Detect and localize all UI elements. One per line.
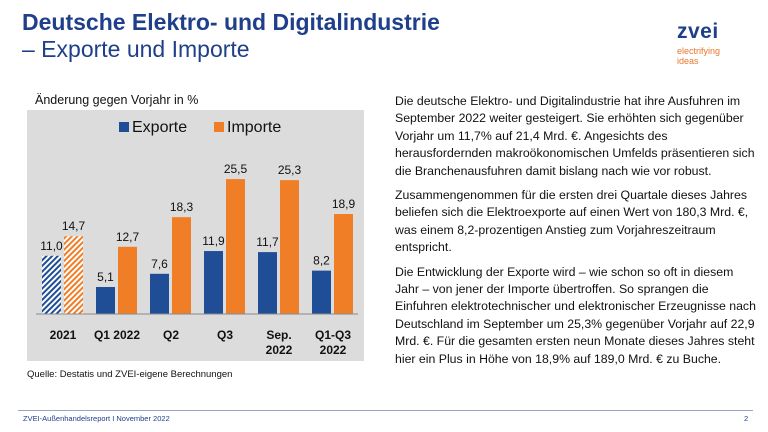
chart-panel: Exporte Importe 11,0 14,7 2021 5,1 12,7 Q1 2022… (27, 110, 364, 361)
paragraph-2: Zusammengenommen für die ersten drei Qua… (395, 188, 749, 255)
bar-exporte (204, 251, 223, 314)
bar-exporte (258, 252, 277, 314)
paragraph-3: Die Entwicklung der Exporte wird – wie s… (395, 264, 756, 366)
page-title: Deutsche Elektro- und Digitalindustrie –… (22, 9, 440, 63)
category-label-line: Q1 2022 (94, 328, 140, 342)
bar-exporte (96, 287, 115, 314)
data-label-exporte: 7,6 (151, 257, 168, 271)
bar-chart: Exporte Importe 11,0 14,7 2021 5,1 12,7 Q1 2022… (36, 119, 358, 357)
category-label-line: Q2 (163, 328, 179, 342)
data-label-exporte: 5,1 (97, 270, 114, 284)
bar-exporte (42, 255, 61, 314)
data-label-exporte: 11,9 (202, 234, 225, 248)
body-text: Die deutsche Elektro- und Digitalindustr… (395, 93, 757, 375)
category-label-line: 2022 (266, 343, 293, 357)
footer-divider (18, 410, 753, 411)
title-line-2: – Exporte und Importe (22, 36, 250, 62)
data-label-importe: 12,7 (116, 230, 140, 244)
footer-text: ZVEI-Außenhandelsreport I November 2022 (23, 414, 170, 423)
category-label: 2021 (50, 328, 77, 342)
data-label-importe: 25,5 (224, 162, 248, 176)
bar-exporte (312, 270, 331, 314)
source-note: Quelle: Destatis und ZVEI-eigene Berechn… (27, 369, 233, 380)
category-label: Q3 (217, 328, 233, 342)
category-label-line: Sep. (266, 328, 291, 342)
legend-swatch-exporte (119, 122, 129, 132)
bar-importe (118, 246, 137, 314)
category-label-line: Q3 (217, 328, 233, 342)
bar-importe (226, 179, 245, 314)
legend-label-importe: Importe (227, 119, 281, 136)
zvei-logo: zvei electrifying ideas (677, 20, 737, 66)
category-label: Sep. 2022 (266, 328, 293, 357)
chart-subtitle: Änderung gegen Vorjahr in % (35, 93, 199, 107)
data-label-importe: 25,3 (278, 163, 302, 177)
data-label-importe: 18,9 (332, 197, 356, 211)
bar-importe (172, 217, 191, 314)
category-label: Q2 (163, 328, 179, 342)
category-label: Q1 2022 (94, 328, 140, 342)
category-label: Q1-Q3 2022 (315, 328, 351, 357)
data-label-exporte: 11,7 (256, 235, 279, 249)
data-label-exporte: 8,2 (313, 254, 330, 268)
category-label-line: Q1-Q3 (315, 328, 351, 342)
bar-importe (334, 214, 353, 314)
legend-label-exporte: Exporte (132, 119, 187, 136)
paragraph-1: Die deutsche Elektro- und Digitalindustr… (395, 94, 755, 178)
data-label-importe: 14,7 (62, 219, 86, 233)
logo-tagline: electrifying ideas (677, 46, 721, 66)
title-line-1: Deutsche Elektro- und Digitalindustrie (22, 9, 440, 35)
bar-importe (64, 236, 83, 314)
data-label-importe: 18,3 (170, 200, 194, 214)
legend-swatch-importe (214, 122, 224, 132)
logo-brand: zvei (677, 20, 719, 43)
category-label-line: 2022 (320, 343, 347, 357)
bar-exporte (150, 273, 169, 314)
data-label-exporte: 11,0 (40, 239, 63, 253)
category-label-line: 2021 (50, 328, 77, 342)
bar-importe (280, 180, 299, 314)
page-number: 2 (744, 414, 749, 423)
